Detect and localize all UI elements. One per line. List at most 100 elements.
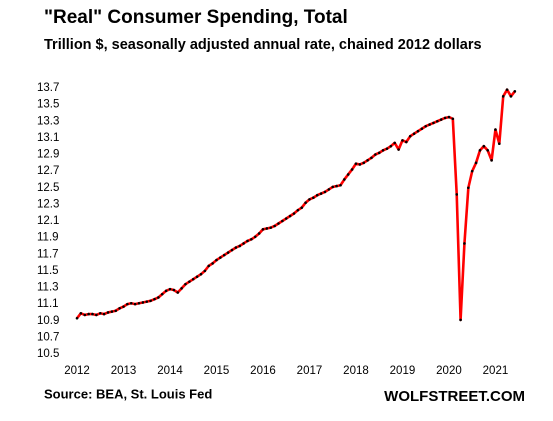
data-point bbox=[292, 212, 296, 215]
data-point bbox=[319, 192, 323, 195]
data-point bbox=[323, 190, 327, 194]
data-point bbox=[335, 184, 338, 188]
x-tick-label: 2014 bbox=[157, 365, 183, 377]
y-tick-label: 11.3 bbox=[37, 282, 59, 294]
data-point bbox=[405, 140, 408, 144]
data-point bbox=[145, 300, 149, 303]
y-tick-label: 13.7 bbox=[37, 82, 59, 94]
data-point bbox=[459, 318, 462, 322]
data-point bbox=[273, 224, 276, 228]
data-point bbox=[374, 153, 377, 156]
data-point bbox=[87, 312, 90, 316]
y-tick-label: 12.9 bbox=[37, 149, 59, 161]
data-point bbox=[331, 185, 335, 189]
data-point bbox=[439, 118, 443, 121]
y-tick-label: 11.1 bbox=[37, 298, 59, 310]
y-tick-label: 13.5 bbox=[37, 99, 59, 111]
data-point bbox=[79, 311, 83, 315]
data-point bbox=[180, 287, 183, 290]
brand: WOLFSTREET.COM bbox=[384, 388, 525, 405]
data-point bbox=[281, 219, 284, 223]
x-tick-label: 2019 bbox=[390, 365, 416, 377]
data-point bbox=[141, 301, 145, 304]
data-point bbox=[343, 178, 346, 181]
y-tick-label: 10.7 bbox=[37, 331, 59, 343]
data-point bbox=[250, 237, 253, 241]
y-tick-label: 12.5 bbox=[37, 182, 59, 194]
data-point bbox=[191, 277, 195, 281]
data-point bbox=[160, 292, 164, 296]
data-point bbox=[470, 169, 474, 173]
data-point bbox=[153, 297, 156, 301]
data-point bbox=[346, 173, 350, 176]
data-point bbox=[412, 132, 416, 136]
x-tick-label: 2018 bbox=[343, 365, 369, 377]
data-point bbox=[455, 193, 459, 196]
chart-subtitle: Trillion $, seasonally adjusted annual r… bbox=[44, 37, 482, 53]
y-tick-label: 12.1 bbox=[37, 215, 59, 227]
data-point bbox=[118, 306, 121, 310]
data-point bbox=[474, 161, 478, 165]
data-point bbox=[102, 312, 106, 316]
data-line bbox=[75, 88, 516, 322]
data-point bbox=[126, 302, 129, 306]
data-point bbox=[133, 302, 137, 306]
data-point bbox=[157, 296, 160, 299]
x-tick-label: 2021 bbox=[483, 365, 509, 377]
data-point bbox=[269, 226, 273, 229]
data-point bbox=[358, 163, 362, 166]
data-point bbox=[277, 222, 280, 225]
y-tick-label: 13.1 bbox=[37, 132, 59, 144]
data-point bbox=[354, 162, 358, 165]
data-point bbox=[327, 188, 331, 191]
data-point bbox=[288, 214, 292, 218]
data-point bbox=[377, 151, 381, 155]
data-point bbox=[362, 161, 366, 165]
data-point bbox=[114, 309, 118, 313]
data-point bbox=[211, 262, 214, 265]
data-point bbox=[350, 168, 354, 171]
data-point bbox=[304, 201, 307, 205]
data-point bbox=[199, 272, 203, 276]
data-point bbox=[110, 310, 114, 313]
y-tick-label: 11.9 bbox=[37, 232, 59, 244]
data-point bbox=[509, 95, 513, 98]
chart-title: "Real" Consumer Spending, Total bbox=[44, 7, 348, 28]
y-tick-label: 10.5 bbox=[37, 348, 59, 360]
data-point bbox=[339, 183, 342, 187]
data-point bbox=[501, 95, 505, 98]
x-tick-label: 2013 bbox=[111, 365, 137, 377]
data-point bbox=[95, 313, 98, 317]
data-point bbox=[184, 282, 187, 286]
data-point bbox=[98, 311, 102, 315]
data-point bbox=[385, 147, 389, 150]
data-point bbox=[408, 134, 412, 138]
data-point bbox=[137, 301, 141, 305]
data-point bbox=[253, 235, 257, 239]
data-point bbox=[463, 242, 466, 245]
data-point bbox=[164, 289, 168, 293]
source: Source: BEA, St. Louis Fed bbox=[44, 386, 212, 401]
data-point bbox=[389, 144, 393, 148]
data-point bbox=[75, 316, 79, 320]
data-point bbox=[486, 149, 489, 152]
x-tick-label: 2012 bbox=[64, 365, 90, 377]
data-point bbox=[215, 258, 218, 262]
data-point bbox=[149, 299, 152, 303]
data-point bbox=[219, 256, 222, 259]
data-point bbox=[203, 269, 207, 273]
data-point bbox=[168, 287, 172, 291]
data-point bbox=[428, 123, 431, 126]
data-point bbox=[242, 242, 245, 245]
data-point bbox=[226, 251, 230, 254]
data-point bbox=[393, 141, 396, 145]
data-point bbox=[467, 186, 470, 190]
y-tick-label: 11.5 bbox=[37, 265, 59, 277]
data-point bbox=[315, 193, 319, 197]
data-point bbox=[122, 305, 125, 308]
data-point bbox=[261, 228, 265, 231]
y-tick-label: 11.7 bbox=[37, 248, 59, 260]
data-point bbox=[443, 116, 447, 120]
